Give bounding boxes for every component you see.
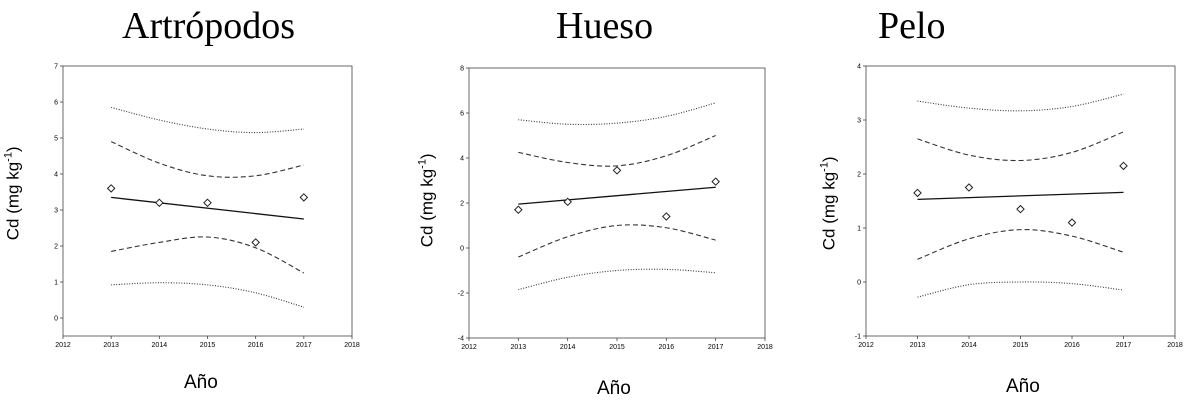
y-tick-label: 1	[857, 226, 861, 233]
x-tick-label: 2016	[659, 344, 675, 351]
data-point	[106, 184, 116, 193]
prediction-band-upper	[917, 93, 1124, 112]
y-axis-label: Cd (mg kg-1)	[2, 146, 23, 241]
data-point	[913, 188, 922, 198]
data-point	[299, 193, 309, 202]
data-point	[1119, 161, 1128, 171]
y-tick-label: -4	[458, 336, 464, 343]
data-point	[203, 198, 212, 208]
data-point	[662, 212, 671, 221]
x-tick-label: 2017	[296, 342, 312, 349]
y-tick-label: 1	[54, 280, 58, 287]
y-axis-label: Cd (mg kg-1)	[416, 153, 437, 248]
x-tick-label: 2012	[461, 344, 477, 351]
y-tick-label: 4	[460, 156, 464, 163]
confidence-band-upper	[917, 131, 1124, 162]
data-point	[711, 177, 720, 186]
y-tick-label: 4	[857, 64, 861, 71]
regression-line	[518, 186, 716, 205]
x-tick-label: 2014	[560, 344, 576, 351]
prediction-band-upper	[518, 102, 716, 126]
x-tick-label: 2017	[1116, 342, 1132, 349]
x-tick-label: 2015	[200, 342, 216, 349]
data-point	[563, 197, 572, 207]
data-point	[964, 183, 974, 192]
confidence-band-upper	[518, 134, 716, 167]
chart-title: Pelo	[878, 5, 946, 47]
plot-frame	[865, 65, 1176, 337]
y-tick-label: 2	[54, 244, 58, 251]
x-tick-label: 2012	[55, 342, 71, 349]
x-tick-label: 2018	[757, 344, 773, 351]
x-axis-label: Año	[597, 378, 631, 399]
y-tick-label: 0	[54, 316, 58, 323]
x-tick-label: 2014	[961, 342, 977, 349]
regression-line	[111, 196, 304, 220]
x-tick-label: 2012	[858, 342, 874, 349]
x-tick-label: 2018	[344, 342, 360, 349]
y-tick-label: 2	[857, 172, 861, 179]
x-tick-label: 2016	[1064, 342, 1080, 349]
confidence-band-upper	[110, 141, 304, 178]
x-tick-label: 2016	[248, 342, 264, 349]
prediction-band-lower	[111, 282, 304, 308]
y-tick-label: 2	[460, 201, 464, 208]
chart-plot-area: -4 -2 0 2 4 6 8 2012 2013 2014 2015 2016 2017 2018	[458, 66, 773, 352]
x-tick-label: 2013	[910, 342, 926, 349]
y-tick-label: 6	[460, 111, 464, 118]
data-point	[251, 238, 260, 247]
confidence-band-lower	[518, 224, 716, 258]
data-point	[514, 205, 523, 215]
y-tick-label: 3	[54, 208, 58, 215]
x-tick-label: 2018	[1167, 342, 1183, 349]
y-tick-label: 3	[857, 118, 861, 125]
y-tick-label: 7	[54, 64, 58, 71]
data-point	[612, 166, 622, 175]
prediction-band-lower	[518, 268, 716, 291]
confidence-band-lower	[111, 236, 305, 274]
y-axis-label: Cd (mg kg-1)	[818, 156, 839, 251]
x-axis-label: Año	[184, 372, 218, 393]
prediction-band-lower	[917, 281, 1124, 298]
x-tick-label: 2015	[1013, 342, 1029, 349]
x-tick-label: 2017	[708, 344, 724, 351]
data-point	[1016, 204, 1025, 214]
chart-plot-area: 0 1 2 3 4 5 6 7 2012 2013 2014 2015 2016 2017 2018	[54, 64, 360, 350]
x-tick-label: 2014	[152, 342, 168, 349]
y-tick-label: 8	[460, 66, 464, 73]
data-point	[1067, 218, 1077, 227]
y-tick-label: -1	[855, 334, 861, 341]
x-axis-label: Año	[1006, 376, 1040, 397]
confidence-band-lower	[917, 229, 1124, 260]
y-tick-label: 6	[54, 100, 58, 107]
x-tick-label: 2013	[103, 342, 119, 349]
x-tick-label: 2013	[511, 344, 527, 351]
chart-title: Artrópodos	[122, 5, 296, 47]
y-tick-label: 0	[857, 280, 861, 287]
regression-line	[917, 191, 1124, 201]
y-tick-label: 5	[54, 136, 58, 143]
prediction-band-upper	[111, 106, 304, 134]
y-tick-label: 0	[460, 246, 464, 253]
chart-plot-area: -1 0 1 2 3 4 2012 2013 2014 2015 2016 2017 2018	[855, 64, 1183, 350]
x-tick-label: 2015	[609, 344, 625, 351]
data-point	[155, 198, 164, 208]
y-tick-label: -2	[458, 291, 464, 298]
chart-title: Hueso	[556, 5, 654, 47]
plot-frame	[468, 67, 766, 339]
y-tick-label: 4	[54, 172, 58, 179]
